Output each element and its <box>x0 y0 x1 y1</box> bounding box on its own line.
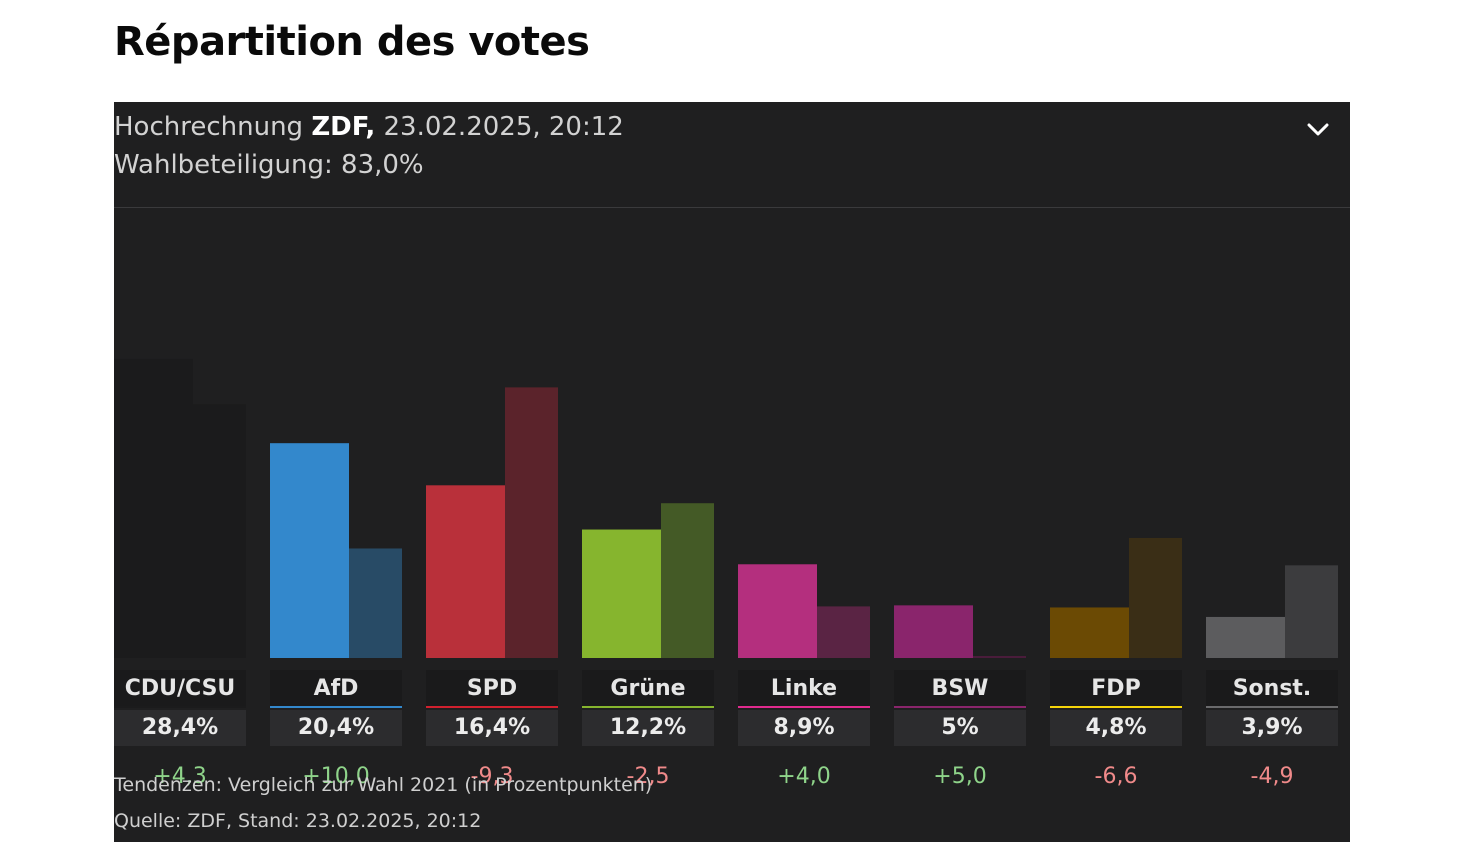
party-label: Sonst. <box>1206 670 1338 708</box>
previous-bar-4 <box>817 606 870 658</box>
party-label: FDP <box>1050 670 1182 708</box>
previous-bar-2 <box>505 387 558 658</box>
projection-header: Hochrechnung ZDF, 23.02.2025, 20:12 Wahl… <box>114 102 1350 208</box>
projection-source: ZDF, <box>311 112 376 142</box>
party-label: Grüne <box>582 670 714 708</box>
projection-datetime: 23.02.2025, 20:12 <box>383 112 624 142</box>
projection-label: Hochrechnung <box>114 112 304 142</box>
current-bar-2 <box>426 485 505 658</box>
value-label: 3,9% <box>1206 710 1338 746</box>
change-label: +10,0 <box>302 764 370 789</box>
page-title: Répartition des votes <box>114 19 590 65</box>
bars-svg <box>114 358 1338 658</box>
current-bar-0 <box>114 358 193 658</box>
current-bar-6 <box>1050 607 1129 658</box>
turnout: Wahlbeteiligung: 83,0% <box>114 150 424 180</box>
party-label: CDU/CSU <box>114 670 246 708</box>
previous-bar-0 <box>193 404 246 658</box>
change-label: +4,0 <box>777 764 831 789</box>
party-label: SPD <box>426 670 558 708</box>
party-label: Linke <box>738 670 870 708</box>
value-label: 20,4% <box>270 710 402 746</box>
change-label: +5,0 <box>933 764 987 789</box>
previous-bar-5 <box>973 656 1026 658</box>
previous-bar-1 <box>349 548 402 658</box>
current-bar-3 <box>582 529 661 658</box>
change-label: -6,6 <box>1094 764 1138 789</box>
current-bar-7 <box>1206 616 1285 658</box>
value-label: 16,4% <box>426 710 558 746</box>
value-label: 12,2% <box>582 710 714 746</box>
change-label: -9,3 <box>470 764 514 789</box>
vote-share-chart: CDU/CSU 28,4% +4,3 AfD 20,4% +10,0 SPD 16,4% -9,… <box>114 208 1350 789</box>
value-label: 5% <box>894 710 1026 746</box>
source-note: Quelle: ZDF, Stand: 23.02.2025, 20:12 <box>114 810 482 832</box>
chevron-down-icon[interactable] <box>1304 116 1332 144</box>
value-label: 4,8% <box>1050 710 1182 746</box>
chart-labels: CDU/CSU 28,4% +4,3 AfD 20,4% +10,0 SPD 16,4% -9,… <box>114 208 1350 789</box>
current-bar-1 <box>270 443 349 658</box>
value-label: 8,9% <box>738 710 870 746</box>
current-bar-5 <box>894 605 973 658</box>
party-label: BSW <box>894 670 1026 708</box>
value-label: 28,4% <box>114 710 246 746</box>
current-bar-4 <box>738 564 817 658</box>
previous-bar-7 <box>1285 565 1338 658</box>
projection-info: Hochrechnung ZDF, 23.02.2025, 20:12 <box>114 112 624 142</box>
comparison-note: Tendenzen: Vergleich zur Wahl 2021 (in P… <box>114 774 653 796</box>
party-label: AfD <box>270 670 402 708</box>
previous-bar-3 <box>661 503 714 658</box>
previous-bar-6 <box>1129 537 1182 658</box>
change-label: -4,9 <box>1250 764 1294 789</box>
change-label: -2,5 <box>626 764 670 789</box>
results-panel: Hochrechnung ZDF, 23.02.2025, 20:12 Wahl… <box>114 102 1350 842</box>
change-label: +4,3 <box>153 764 207 789</box>
